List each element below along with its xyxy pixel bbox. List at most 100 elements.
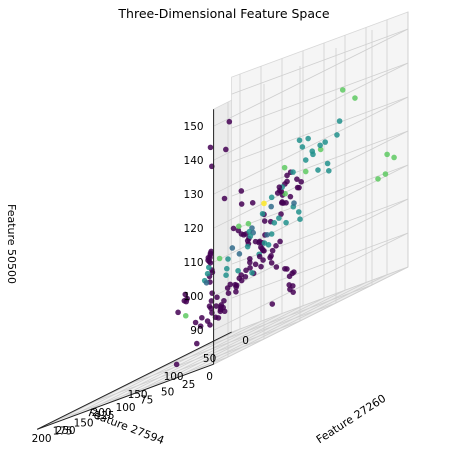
y-axis-line: [36, 331, 232, 430]
grid-line-y: [123, 320, 301, 387]
grid-line-z: [213, 130, 409, 229]
grid-line-x: [45, 328, 241, 427]
data-point: [268, 260, 275, 266]
data-point: [233, 284, 239, 290]
data-point: [236, 251, 243, 257]
data-point: [336, 118, 343, 124]
data-point: [209, 290, 215, 296]
data-point: [242, 273, 249, 280]
data-point: [221, 195, 228, 202]
grid-line-x: [150, 289, 346, 388]
data-point: [291, 269, 297, 275]
data-point: [298, 178, 305, 185]
data-point: [238, 231, 245, 237]
data-point: [224, 285, 231, 291]
data-point: [256, 253, 263, 260]
data-point: [261, 240, 268, 246]
data-point: [278, 188, 285, 195]
y-tick-label: 100: [164, 371, 184, 383]
data-point: [296, 184, 302, 191]
data-point: [277, 238, 283, 245]
data-point: [223, 272, 229, 279]
data-point: [238, 188, 245, 194]
data-point: [284, 172, 290, 179]
z-tick-label: 120: [184, 223, 204, 235]
data-point: [236, 223, 242, 230]
data-point: [215, 315, 222, 321]
data-point: [334, 132, 340, 138]
x-tick-label: 175: [53, 425, 73, 437]
data-point: [268, 194, 275, 201]
data-point: [243, 267, 249, 274]
data-point: [261, 218, 268, 224]
grid-lines: [45, 12, 409, 427]
data-point: [299, 144, 306, 150]
data-point: [339, 87, 346, 93]
data-point: [352, 95, 358, 101]
data-point: [287, 193, 294, 200]
data-point: [225, 290, 232, 297]
data-point: [297, 216, 303, 222]
data-point: [208, 298, 215, 304]
data-point: [261, 200, 267, 207]
y-axis-label: Feature 27260: [314, 392, 388, 447]
data-point: [181, 298, 188, 304]
data-point: [268, 231, 275, 237]
data-point: [317, 142, 323, 149]
z-tick-label: 90: [190, 325, 203, 337]
data-point: [271, 220, 278, 226]
grid-line-x: [171, 282, 367, 381]
data-point: [182, 312, 189, 319]
data-point: [315, 167, 321, 173]
data-point: [182, 291, 189, 298]
data-point: [245, 220, 252, 227]
z-tick-label: 140: [184, 155, 204, 167]
data-point: [236, 275, 243, 282]
z-tick-label: 100: [184, 291, 204, 303]
grid-line-x: [87, 313, 283, 412]
data-point: [214, 294, 220, 301]
grid-line-z: [231, 232, 409, 299]
z-tick-label: 110: [184, 257, 204, 269]
z-axis-label: Feature 50500: [5, 204, 18, 284]
y-tick-label: 250: [56, 425, 76, 437]
data-points: [173, 87, 397, 368]
grid-line-z: [213, 232, 409, 331]
data-point: [302, 157, 309, 163]
data-point: [310, 151, 316, 158]
data-point: [305, 135, 311, 142]
data-point: [247, 265, 253, 271]
data-point: [192, 319, 199, 326]
data-point: [194, 340, 200, 347]
data-point: [283, 219, 289, 226]
grid-line-z: [213, 198, 409, 297]
data-point: [258, 263, 264, 270]
data-point: [384, 151, 390, 158]
data-point: [296, 209, 302, 215]
data-point: [268, 203, 275, 210]
data-point: [247, 259, 253, 266]
data-point: [205, 254, 212, 261]
data-point: [276, 184, 283, 190]
data-point: [290, 169, 296, 175]
data-point: [280, 200, 287, 206]
data-point: [213, 303, 220, 309]
grid-line-y: [51, 356, 229, 423]
grid-line-z: [231, 96, 409, 163]
data-point: [203, 279, 210, 286]
data-point: [206, 264, 212, 271]
x-tick-label: 25: [182, 379, 195, 391]
data-point: [209, 269, 216, 276]
data-point: [175, 309, 181, 316]
data-point: [224, 265, 230, 272]
data-point: [207, 322, 213, 328]
grid-line-x: [66, 320, 262, 419]
data-point: [267, 254, 273, 261]
grid-line-x: [108, 305, 304, 404]
data-point: [273, 243, 279, 249]
data-point: [207, 260, 214, 266]
data-point: [259, 210, 266, 217]
data-point: [269, 301, 276, 307]
grid-line-z: [231, 164, 409, 231]
grid-line-z: [213, 28, 409, 127]
